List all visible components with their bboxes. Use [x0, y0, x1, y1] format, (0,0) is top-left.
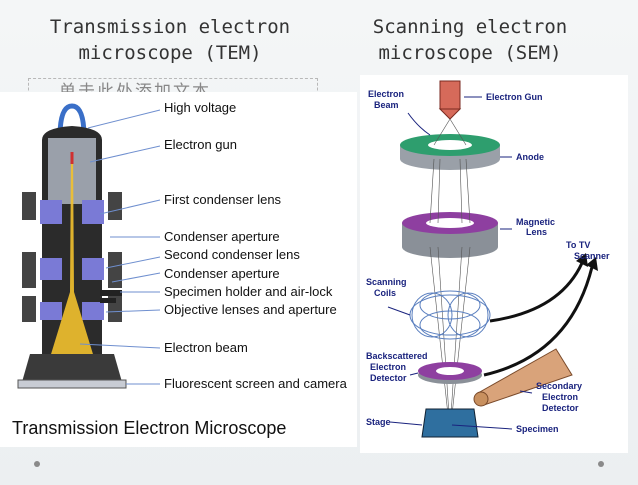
tem-title: Transmission electron microscope (TEM)	[49, 16, 291, 64]
sem-label-specimen: Specimen	[516, 424, 559, 434]
anode-hole	[428, 140, 472, 150]
sem-label-scanning-coils-2: Coils	[374, 288, 396, 298]
sem-label-to-tv-scanner-2: Scanner	[574, 251, 610, 261]
fluorescent-screen	[17, 379, 127, 389]
high-voltage-cable	[57, 103, 87, 138]
tem-diagram: High voltage Electron gun First condense…	[17, 100, 348, 391]
slide-dot-right	[598, 461, 604, 467]
electron-gun-body	[439, 80, 461, 110]
objective-lens-right	[82, 302, 104, 320]
label-electron-gun: Electron gun	[164, 137, 237, 152]
sem-label-electron-beam-2: Beam	[374, 100, 399, 110]
scanning-coils	[409, 290, 491, 340]
slide-dot-left	[34, 461, 40, 467]
sem-label-electron-gun: Electron Gun	[486, 92, 543, 102]
electron-beam	[48, 152, 96, 364]
sem-label-backscattered-2: Electron	[370, 362, 406, 372]
backscattered-detector-hole	[436, 367, 464, 375]
lens-housing-right	[108, 192, 122, 220]
magnetic-lens-hole	[426, 218, 474, 228]
first-condenser-lens-right	[82, 200, 104, 224]
lens-housing-left-2	[22, 252, 36, 288]
electron-gun-tip-shape	[438, 108, 462, 120]
tem-diagram-panel: High voltage Electron gun First condense…	[0, 92, 357, 447]
sem-label-to-tv-scanner-1: To TV	[566, 240, 590, 250]
sem-label-stage: Stage	[366, 417, 391, 427]
signal-arrows	[483, 262, 594, 377]
sem-label-magnetic-lens-1: Magnetic	[516, 217, 555, 227]
tem-leaders	[79, 109, 161, 385]
sem-diagram-panel: Electron Beam Electron Gun Anode Magneti…	[360, 75, 628, 453]
sem-label-backscattered-1: Backscattered	[366, 351, 428, 361]
sem-label-magnetic-lens-2: Lens	[526, 227, 547, 237]
label-condenser-aperture-2: Condenser aperture	[164, 266, 280, 281]
lens-housing-left	[22, 192, 36, 220]
sem-label-scanning-coils-1: Scanning	[366, 277, 407, 287]
label-electron-beam: Electron beam	[164, 340, 248, 355]
objective-housing-left	[22, 296, 36, 322]
label-condenser-aperture-1: Condenser aperture	[164, 229, 280, 244]
arrowhead-2	[586, 257, 598, 271]
sem-diagram: Electron Beam Electron Gun Anode Magneti…	[366, 80, 610, 438]
viewing-chamber	[22, 354, 122, 382]
sem-label-anode: Anode	[516, 152, 544, 162]
first-condenser-lens-left	[40, 200, 62, 224]
label-first-condenser-lens: First condenser lens	[164, 192, 282, 207]
electron-beam-lines	[429, 118, 471, 416]
sem-label-pointers	[387, 96, 533, 430]
arrowhead-1	[576, 253, 588, 267]
sem-label-secondary-2: Electron	[542, 392, 578, 402]
objective-lens-left	[40, 302, 62, 320]
second-condenser-lens-right	[82, 258, 104, 280]
air-lock	[100, 298, 116, 303]
sem-title: Scanning electron microscope (SEM)	[372, 16, 568, 64]
sem-label-secondary-3: Detector	[542, 403, 579, 413]
lens-housing-right-2	[108, 252, 122, 288]
label-objective-lenses: Objective lenses and aperture	[164, 302, 337, 317]
specimen-holder	[100, 290, 122, 296]
sem-label-secondary-1: Secondary	[536, 381, 582, 391]
second-condenser-lens-left	[40, 258, 62, 280]
label-high-voltage: High voltage	[164, 100, 236, 115]
label-specimen-holder: Specimen holder and air-lock	[164, 284, 333, 299]
label-fluorescent-screen: Fluorescent screen and camera	[164, 376, 348, 391]
sem-label-electron-beam-1: Electron	[368, 89, 404, 99]
secondary-detector-tip	[473, 391, 489, 407]
stage	[421, 408, 479, 438]
label-second-condenser-lens: Second condenser lens	[164, 247, 300, 262]
sem-label-backscattered-3: Detector	[370, 373, 407, 383]
tem-caption: Transmission Electron Microscope	[12, 418, 287, 438]
